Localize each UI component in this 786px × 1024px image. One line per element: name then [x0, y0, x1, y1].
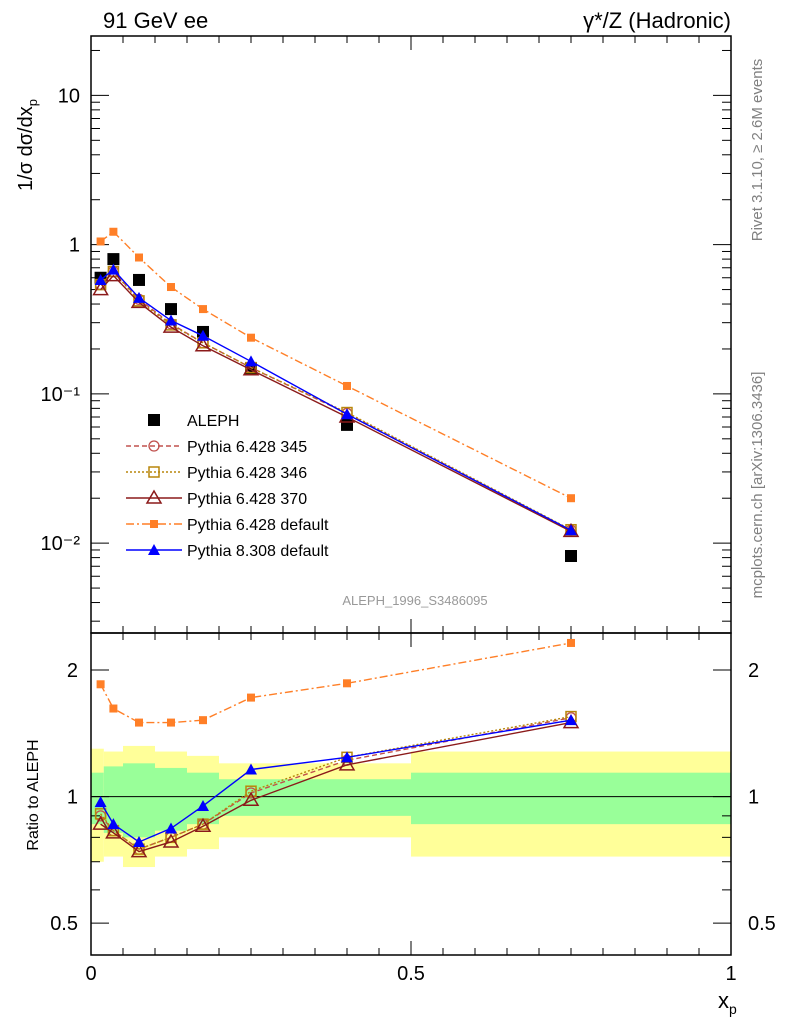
ratio-point-p8def	[133, 835, 145, 847]
main-point-p8def	[165, 314, 177, 326]
main-point-p370	[562, 522, 580, 538]
legend-marker-p345	[148, 440, 160, 452]
analysis-tag: ALEPH_1996_S3486095	[342, 593, 487, 608]
uncertainty-bands	[91, 745, 731, 868]
legend-label-p370: Pythia 6.428 370	[187, 491, 307, 508]
ratio-point-p370	[338, 756, 356, 771]
y-tick-label: 10⁻¹	[41, 384, 81, 406]
main-point-p6def	[199, 305, 207, 314]
ratio-point-p8def	[107, 818, 120, 830]
main-point-p6def	[135, 253, 143, 262]
ratio-point-p8def	[94, 796, 107, 808]
legend-marker-p370	[145, 489, 163, 504]
main-point-data	[107, 253, 120, 266]
axis-ticks: 0 0.5 1 10⁻² 10⁻¹ 1 10 0.5 0.5 1 1 2 2	[41, 36, 776, 985]
x-tick-label: 1	[725, 963, 736, 985]
main-series-group	[92, 227, 580, 563]
main-point-data	[565, 550, 577, 563]
legend-label-p345: Pythia 6.428 345	[187, 439, 307, 456]
main-point-p6def	[343, 381, 351, 390]
band-inner-bin	[411, 772, 731, 825]
main-point-p370	[242, 361, 260, 376]
main-point-p8def	[341, 408, 353, 420]
ratio-series-group	[92, 638, 580, 858]
ratio-line-p6def	[99, 642, 572, 724]
x-tick-label: 0.5	[397, 963, 425, 985]
main-point-p8def	[197, 329, 209, 341]
ratio-point-p8def	[197, 799, 209, 811]
main-point-data	[341, 418, 353, 431]
left-title: 91 GeV ee	[103, 8, 208, 33]
main-point-p8def	[94, 273, 107, 285]
ratio-point-p6def	[247, 693, 255, 702]
band-inner-bin	[283, 779, 411, 816]
ratio-y-tick-label-right: 1	[748, 787, 759, 809]
main-point-p8def	[107, 263, 120, 275]
legend: ALEPH Pythia 6.428 345 Pythia 6.428 346 Pyt…	[126, 413, 329, 560]
ratio-point-p370	[105, 824, 122, 839]
ratio-point-p6def	[567, 638, 575, 647]
main-point-data	[133, 273, 145, 286]
main-point-p8def	[245, 355, 257, 367]
main-point-p370	[92, 281, 109, 296]
main-point-p6def	[567, 494, 575, 503]
main-point-p370	[194, 337, 212, 352]
main-point-p8def	[133, 291, 145, 303]
legend-label-p346: Pythia 6.428 346	[187, 465, 307, 482]
legend-label-p8def: Pythia 8.308 default	[187, 543, 329, 560]
ratio-line-p346	[100, 715, 572, 850]
ratio-y-axis-label: Ratio to ALEPH	[25, 739, 42, 850]
band-inner-bin	[123, 763, 155, 838]
ratio-point-p370	[242, 791, 260, 807]
mcplots-credit-text: mcplots.cern.ch [arXiv:1306.3436]	[749, 372, 766, 599]
ratio-point-p6def	[135, 718, 143, 727]
main-point-p6def	[96, 237, 105, 246]
main-line-p6def	[100, 230, 572, 499]
band-inner-bin	[187, 772, 219, 825]
ratio-line-p370	[100, 721, 572, 853]
y-tick-label: 1	[69, 235, 80, 257]
ratio-point-p346	[245, 785, 257, 797]
main-point-p6def	[167, 283, 175, 292]
ratio-point-p6def	[96, 680, 105, 689]
main-y-axis-label: 1/σ dσ/dxp	[15, 99, 40, 191]
x-tick-label: 0	[85, 963, 96, 985]
ratio-point-p8def	[341, 751, 353, 763]
y-tick-label: 10	[58, 85, 80, 107]
ratio-y-tick-label-right: 0.5	[748, 913, 776, 935]
legend-marker-data	[148, 414, 160, 426]
ratio-point-p370	[130, 843, 148, 858]
main-point-p370	[162, 318, 180, 333]
legend-marker-p8def	[148, 544, 160, 555]
ratio-point-p370	[92, 815, 109, 830]
ratio-point-p8def	[245, 763, 257, 775]
legend-marker-p346	[148, 466, 160, 478]
legend-marker-p6def	[150, 520, 158, 528]
right-title: γ*/Z (Hadronic)	[583, 8, 731, 33]
ratio-point-p8def	[165, 822, 177, 834]
ratio-y-tick-label-right: 2	[748, 660, 759, 682]
ratio-y-tick-label: 2	[67, 660, 78, 682]
ratio-point-p6def	[199, 716, 207, 725]
x-axis-label: xp	[718, 988, 737, 1017]
main-point-data	[165, 303, 177, 316]
y-tick-label: 10⁻²	[41, 533, 81, 555]
ratio-point-p370	[162, 833, 180, 848]
main-point-p6def	[247, 333, 255, 342]
ratio-point-p8def	[565, 714, 577, 726]
ratio-point-p6def	[343, 679, 351, 688]
legend-label-p6def: Pythia 6.428 default	[187, 517, 329, 534]
legend-label-data: ALEPH	[187, 413, 239, 430]
main-point-p8def	[565, 524, 577, 536]
ratio-point-p370	[194, 817, 212, 833]
ratio-y-tick-label: 0.5	[50, 913, 78, 935]
ratio-point-p346	[94, 808, 107, 820]
rivet-version-text: Rivet 3.1.10, ≥ 2.6M events	[749, 59, 766, 242]
main-point-p6def	[109, 227, 118, 236]
ratio-y-tick-label: 1	[67, 787, 78, 809]
ratio-point-p6def	[167, 718, 175, 727]
ratio-point-p6def	[109, 704, 118, 713]
